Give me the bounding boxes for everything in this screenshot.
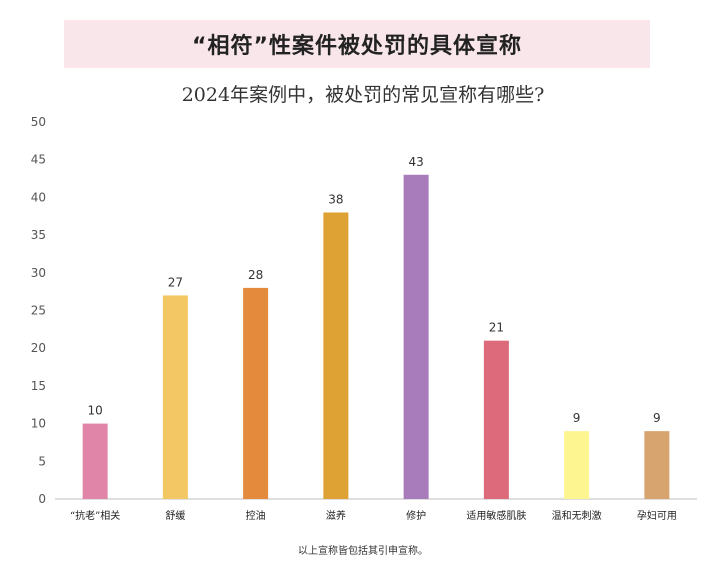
x-tick-label: 控油: [246, 509, 266, 522]
data-label: 9: [653, 411, 661, 425]
data-label: 38: [328, 192, 343, 206]
y-tick-label: 45: [31, 153, 46, 167]
x-tick-label: 修护: [406, 509, 426, 522]
y-tick-label: 5: [38, 454, 46, 468]
bar: [403, 174, 429, 499]
bar: [483, 340, 509, 499]
y-tick-label: 15: [31, 379, 46, 393]
bar: [162, 295, 188, 499]
chart-title: 2024年案例中，被处罚的常见宣称有哪些?: [181, 84, 545, 106]
data-label: 10: [87, 404, 102, 418]
data-label: 21: [489, 321, 504, 335]
x-tick-label: 舒缓: [165, 509, 185, 522]
x-tick-label: 滋养: [326, 509, 346, 522]
y-tick-label: 30: [31, 266, 46, 280]
y-tick-label: 0: [38, 492, 46, 506]
y-tick-label: 20: [31, 341, 46, 355]
y-tick-label: 25: [31, 304, 46, 318]
bar: [644, 431, 670, 499]
y-tick-label: 35: [31, 228, 46, 242]
x-tick-label: “抗老”相关: [70, 509, 120, 522]
data-label: 9: [573, 411, 581, 425]
x-tick-label: 适用敏感肌肤: [466, 509, 526, 522]
footnote: 以上宣称皆包括其引申宣称。: [298, 546, 428, 557]
banner-title: “相符”性案件被处罚的具体宣称: [192, 34, 522, 59]
x-tick-label: 孕妇可用: [637, 509, 677, 522]
bar: [564, 431, 590, 499]
bar: [323, 212, 349, 500]
x-tick-label: 温和无刺激: [552, 509, 602, 522]
bar: [82, 423, 108, 499]
title-banner: “相符”性案件被处罚的具体宣称: [64, 20, 650, 68]
y-tick-label: 10: [31, 417, 46, 431]
bar: [243, 287, 269, 499]
data-label: 28: [248, 268, 263, 282]
data-label: 43: [408, 155, 423, 169]
data-label: 27: [168, 275, 183, 289]
y-tick-label: 50: [31, 115, 46, 129]
y-tick-label: 40: [31, 190, 46, 204]
